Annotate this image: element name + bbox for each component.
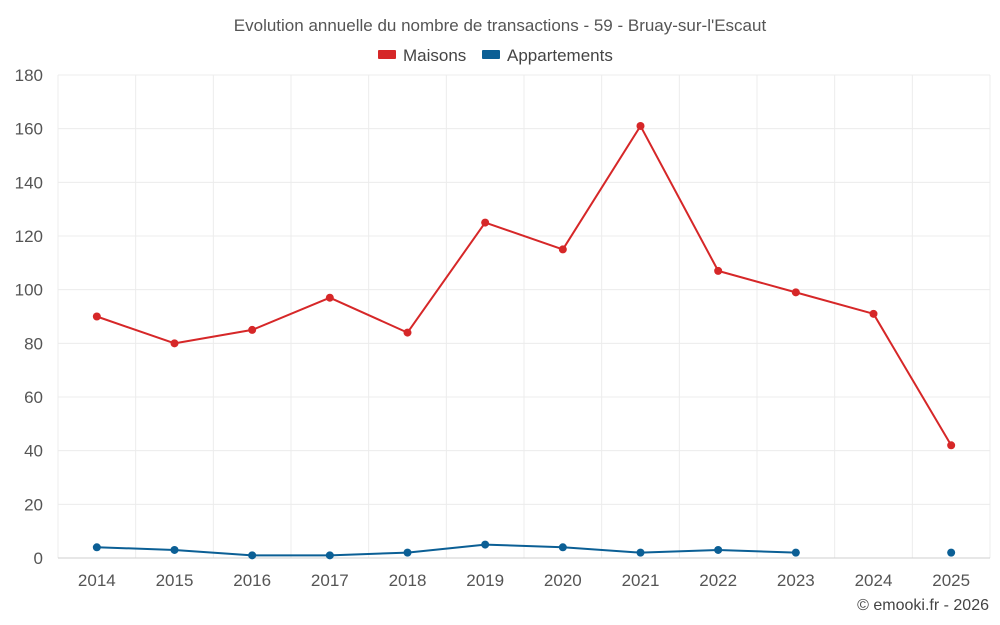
x-tick-label: 2024: [855, 571, 893, 590]
x-tick-label: 2022: [699, 571, 737, 590]
x-tick-label: 2021: [622, 571, 660, 590]
data-point-appartements-2025[interactable]: [947, 548, 956, 557]
chart-title: Evolution annuelle du nombre de transact…: [234, 16, 767, 35]
data-point-appartements-2014[interactable]: [92, 543, 101, 552]
data-point-appartements-2015[interactable]: [170, 545, 179, 554]
credit-text: © emooki.fr - 2026: [857, 597, 989, 614]
data-point-appartements-2021[interactable]: [636, 548, 645, 557]
x-tick-label: 2023: [777, 571, 815, 590]
legend-label-maisons: Maisons: [403, 46, 466, 65]
data-point-maisons-2016[interactable]: [248, 325, 257, 334]
data-point-maisons-2014[interactable]: [92, 312, 101, 321]
y-tick-label: 40: [24, 442, 43, 461]
legend: Maisons Appartements: [378, 46, 613, 65]
y-tick-label: 160: [15, 120, 43, 139]
data-point-maisons-2018[interactable]: [403, 328, 412, 337]
x-tick-label: 2014: [78, 571, 116, 590]
x-tick-label: 2020: [544, 571, 582, 590]
y-tick-label: 0: [34, 549, 43, 568]
data-point-maisons-2020[interactable]: [558, 245, 567, 254]
data-point-maisons-2023[interactable]: [791, 288, 800, 297]
series-line-maisons: [96, 124, 953, 446]
series: [92, 121, 956, 560]
legend-swatch-maisons: [378, 50, 396, 59]
data-point-appartements-2016[interactable]: [248, 551, 257, 560]
y-tick-label: 120: [15, 227, 43, 246]
axes: 0 20 40 60 80 100 120 140 160 180 2014 2015 2016 2017…: [15, 66, 990, 590]
x-tick-label: 2019: [466, 571, 504, 590]
data-point-maisons-2015[interactable]: [170, 339, 179, 348]
legend-item-maisons[interactable]: Maisons: [378, 46, 466, 65]
x-tick-label: 2025: [932, 571, 970, 590]
y-tick-label: 140: [15, 173, 43, 192]
data-point-maisons-2017[interactable]: [325, 293, 334, 302]
data-point-maisons-2024[interactable]: [869, 309, 878, 318]
series-line-appartements: [96, 543, 796, 557]
data-point-appartements-2017[interactable]: [325, 551, 334, 560]
data-point-appartements-2018[interactable]: [403, 548, 412, 557]
data-point-maisons-2022[interactable]: [714, 266, 723, 275]
legend-swatch-appartements: [482, 50, 500, 59]
x-tick-label: 2018: [389, 571, 427, 590]
grid: [57, 74, 991, 559]
data-point-appartements-2020[interactable]: [558, 543, 567, 552]
x-tick-label: 2016: [233, 571, 271, 590]
legend-item-appartements[interactable]: Appartements: [482, 46, 613, 65]
data-point-appartements-2022[interactable]: [714, 545, 723, 554]
data-point-maisons-2021[interactable]: [636, 121, 645, 130]
x-tick-label: 2017: [311, 571, 349, 590]
x-tick-label: 2015: [156, 571, 194, 590]
y-tick-label: 80: [24, 334, 43, 353]
y-tick-label: 20: [24, 495, 43, 514]
series-appartements: [92, 540, 956, 560]
data-point-appartements-2019[interactable]: [481, 540, 490, 549]
data-point-maisons-2025[interactable]: [947, 441, 956, 450]
legend-label-appartements: Appartements: [507, 46, 613, 65]
series-maisons: [92, 121, 956, 450]
data-point-appartements-2023[interactable]: [791, 548, 800, 557]
y-tick-label: 60: [24, 388, 43, 407]
y-tick-label: 100: [15, 281, 43, 300]
y-tick-label: 180: [15, 66, 43, 85]
data-point-maisons-2019[interactable]: [481, 218, 490, 227]
